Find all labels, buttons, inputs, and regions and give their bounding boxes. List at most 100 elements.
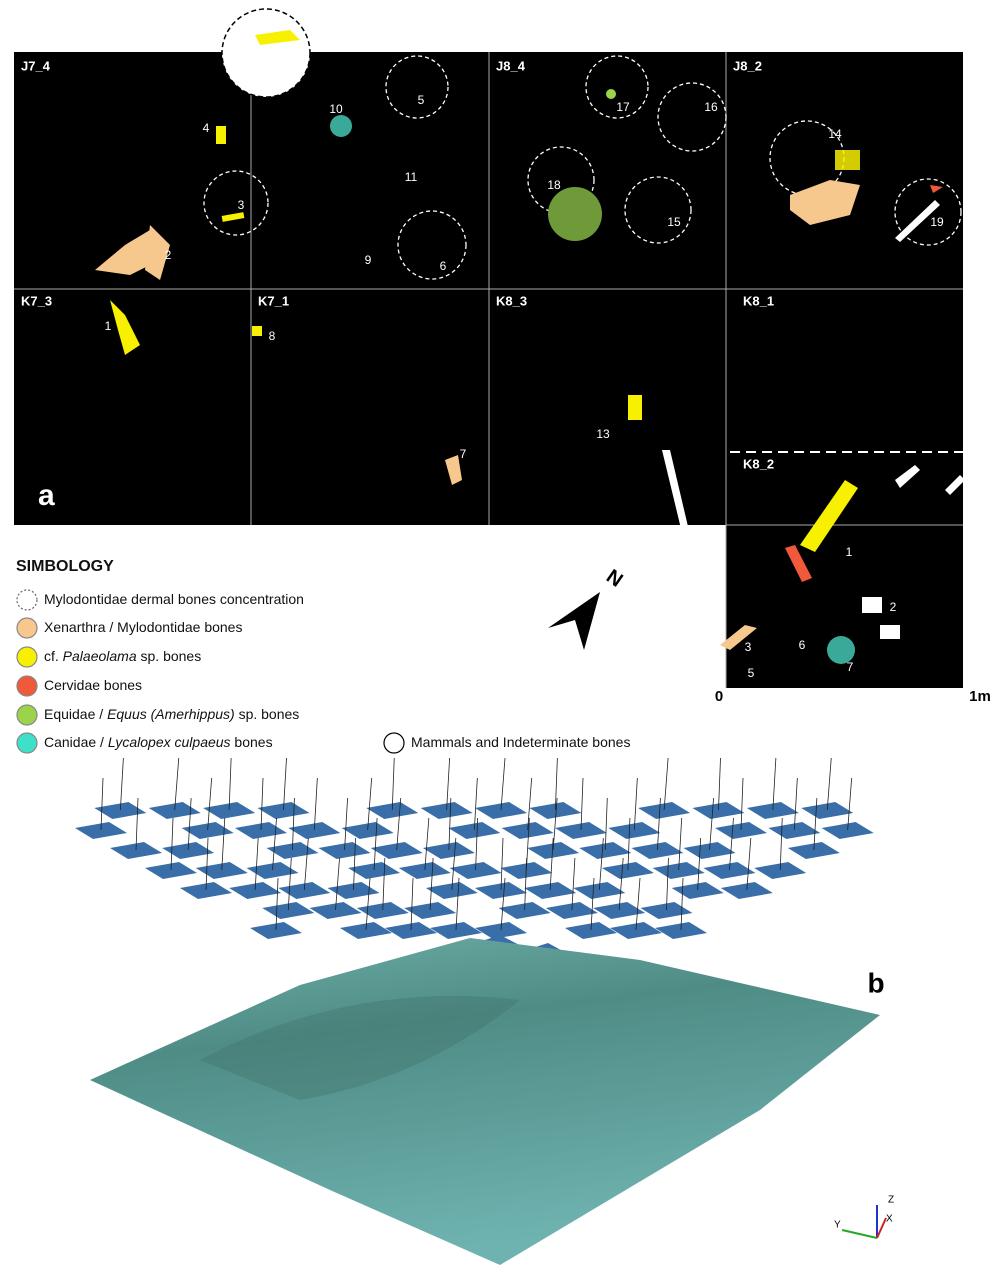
legend-text: Lycalopex culpaeus (108, 734, 231, 750)
find-number: 4 (203, 121, 210, 135)
figure: N a 0 1m SIMBOLOGY Mylodontidae dermal b… (0, 0, 1005, 1271)
plate-pole (581, 778, 583, 830)
plate-pole (605, 798, 607, 850)
plate-pole (501, 758, 505, 810)
find-number: 15 (667, 215, 681, 229)
bone (216, 126, 226, 144)
find-number: 14 (828, 127, 842, 141)
plate-pole (827, 758, 831, 810)
plate-pole (634, 778, 637, 830)
north-arrow: N (548, 565, 627, 650)
axis-label: X (886, 1214, 893, 1225)
square-label: K8_1 (743, 293, 774, 308)
plate (371, 842, 423, 859)
plate-pole (222, 818, 225, 870)
find-number: 11 (405, 170, 418, 184)
axis-label: Z (888, 1195, 894, 1206)
bone (548, 187, 602, 241)
legend-label: Cervidae bones (44, 677, 142, 693)
legend-label: Mylodontidae dermal bones concentration (44, 591, 304, 607)
legend: Mylodontidae dermal bones concentration X… (17, 590, 630, 753)
plate-pole (229, 758, 231, 810)
panel-label: a (38, 479, 55, 512)
find-number: 10 (329, 102, 343, 116)
axis-x (877, 1218, 886, 1238)
legend-swatch (17, 705, 37, 725)
plate (801, 802, 853, 819)
find-number: 17 (616, 100, 630, 114)
legend-swatch (17, 590, 37, 610)
find-number: 13 (596, 427, 610, 441)
find-number: 8 (269, 329, 276, 343)
plate-pole (336, 858, 340, 910)
legend-text: Mylodontidae dermal bones concentration (44, 591, 304, 607)
legend-label: cf. Palaeolama sp. bones (44, 648, 201, 664)
legend-text: Equidae / (44, 706, 107, 722)
terrain-model (90, 938, 880, 1265)
plate (278, 882, 330, 899)
plate-pole (474, 778, 477, 830)
legend-label: Equidae / Equus (Amerhippus) sp. bones (44, 706, 299, 722)
square-label: K8_3 (496, 293, 527, 308)
bone (880, 625, 900, 639)
plate-pole (773, 758, 776, 810)
plate-pole (528, 778, 532, 830)
axis-label: Y (834, 1220, 841, 1231)
inset-find-number: 7 (847, 660, 854, 674)
bone (628, 395, 642, 420)
plate-pole (136, 798, 138, 850)
plate (573, 882, 625, 899)
square-label: K7_3 (21, 293, 52, 308)
plate-pole (572, 858, 575, 910)
legend-swatch (17, 733, 37, 753)
scale-start: 0 (715, 688, 723, 705)
legend-swatch (17, 676, 37, 696)
legend-title: SIMBOLOGY (16, 558, 114, 575)
axis-triad: Z Y X (834, 1195, 894, 1238)
plate (610, 922, 662, 939)
find-number: 9 (365, 253, 372, 267)
plate-pole (392, 758, 394, 810)
plate-pole (719, 758, 721, 810)
plate-pole (411, 878, 413, 930)
inset-find-number: 3 (745, 640, 752, 654)
square-label: J7_2 (258, 58, 287, 73)
legend-text: sp. bones (235, 706, 300, 722)
inset-find-number: 5 (748, 666, 755, 680)
legend-text: sp. bones (137, 648, 202, 664)
plate-pole (368, 778, 372, 830)
plate-pole (284, 758, 287, 810)
plate (310, 902, 362, 919)
plate (822, 822, 874, 839)
plate (399, 862, 451, 879)
inset-find-number: 1 (846, 545, 853, 559)
plate-pole (261, 778, 263, 830)
legend-text: Cervidae bones (44, 677, 142, 693)
square-label: K8_2 (743, 456, 774, 471)
plate-pole (501, 838, 503, 890)
legend-text: cf. (44, 648, 63, 664)
plate (340, 922, 392, 939)
find-number: 19 (930, 215, 944, 229)
find-number: 3 (238, 198, 245, 212)
find-number: 2 (165, 248, 172, 262)
legend-swatch (17, 618, 37, 638)
panel-label: b (867, 967, 884, 998)
plate (149, 802, 201, 819)
plate-pole (206, 838, 208, 890)
plate-pole (679, 818, 682, 870)
plate (426, 882, 478, 899)
plate-pole (741, 778, 743, 830)
scale-end: 1m (969, 688, 991, 705)
plate-pole (276, 878, 278, 930)
plate-pole (314, 778, 317, 830)
plate-pole (171, 818, 173, 870)
bone (606, 89, 616, 99)
legend-text: Xenarthra / Mylodontidae bones (44, 619, 242, 635)
find-number: 6 (440, 259, 447, 273)
square-label: J7_4 (21, 58, 51, 73)
plate (342, 822, 394, 839)
axis-y (842, 1230, 877, 1238)
square-label: J8_4 (496, 58, 526, 73)
plate (721, 882, 773, 899)
